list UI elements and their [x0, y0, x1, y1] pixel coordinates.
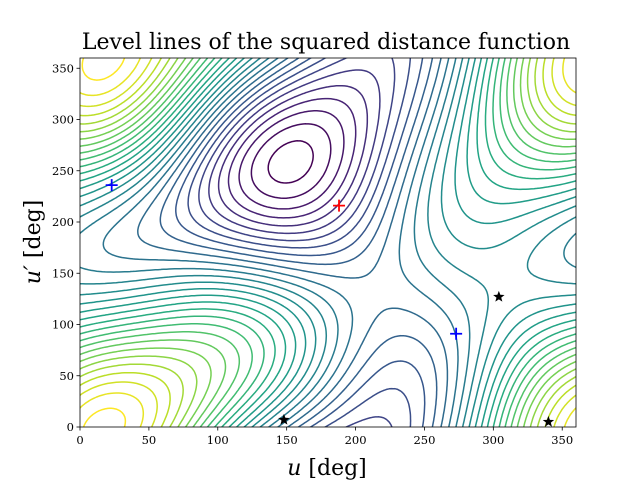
contour-level-line: [250, 123, 332, 199]
x-tick-label: 250: [413, 433, 435, 447]
maximum-marker: [333, 199, 346, 212]
saddle-marker: [542, 415, 555, 427]
contour-level-line: [102, 58, 459, 427]
contour-level-line: [80, 58, 576, 427]
contour-level-line: [80, 58, 576, 427]
y-tick-label: 300: [52, 113, 74, 127]
minimum-marker: [105, 179, 118, 192]
minimum-marker: [450, 327, 463, 340]
contour-lines: [80, 58, 576, 427]
contour-level-line: [159, 58, 438, 427]
saddle-marker: [278, 413, 290, 425]
contour-level-line: [198, 58, 396, 427]
y-tick-label: 0: [67, 420, 74, 434]
contour-level-line: [238, 110, 345, 210]
y-axis-label: u′ [deg]: [21, 200, 46, 285]
contour-level-line: [80, 58, 576, 427]
y-tick-label: 350: [52, 61, 74, 75]
contour-level-line: [187, 58, 412, 427]
contour-level-line: [80, 58, 576, 427]
x-tick-label: 200: [345, 433, 367, 447]
contour-level-line: [175, 58, 426, 427]
x-axis-label: u [deg]: [287, 456, 367, 480]
critical-point-markers: [105, 179, 555, 427]
y-axis-ticks: 0 50 100 150 200 250 300 350: [52, 61, 80, 434]
y-tick-label: 200: [52, 215, 74, 229]
x-tick-label: 150: [276, 433, 298, 447]
contour-level-line: [80, 58, 576, 427]
y-tick-label: 250: [52, 164, 74, 178]
y-tick-label: 150: [52, 266, 74, 280]
y-tick-label: 50: [59, 369, 74, 383]
x-tick-label: 100: [207, 433, 229, 447]
plot-frame: [79, 57, 577, 428]
x-tick-label: 300: [482, 433, 504, 447]
saddle-marker: [493, 290, 505, 302]
contour-level-line: [80, 58, 576, 427]
contour-level-line: [80, 58, 576, 427]
contour-level-line: [217, 84, 369, 227]
contour-level-line: [137, 58, 449, 427]
x-tick-label: 0: [76, 433, 83, 447]
x-tick-label: 50: [142, 433, 157, 447]
contour-level-line: [80, 58, 576, 427]
chart-title: Level lines of the squared distance func…: [82, 30, 570, 55]
contour-level-line: [80, 58, 576, 427]
contour-level-line: [81, 58, 127, 427]
contour-level-line: [80, 58, 576, 427]
contour-level-line: [80, 58, 576, 427]
x-axis-ticks: 0 50 100 150 200 250 300 350: [76, 427, 573, 447]
contour-level-line: [208, 69, 381, 235]
x-tick-label: 350: [551, 433, 573, 447]
contour-level-line: [80, 58, 576, 427]
contour-level-line: [267, 140, 314, 184]
contour-level-line: [80, 58, 576, 427]
contour-level-line: [80, 58, 576, 427]
y-tick-label: 100: [52, 318, 74, 332]
contour-level-line: [227, 97, 357, 219]
contour-level-line: [80, 58, 576, 427]
